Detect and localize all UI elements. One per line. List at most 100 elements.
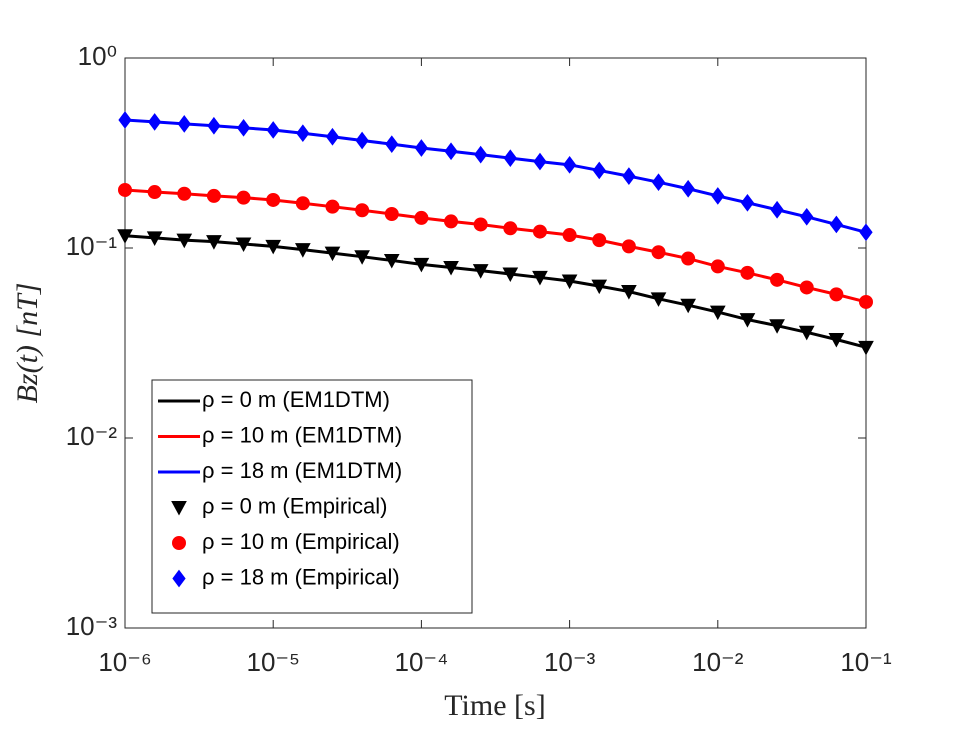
data-marker [829,287,844,302]
data-marker [473,217,488,232]
data-marker [799,280,814,295]
data-marker [118,182,132,197]
legend-label: ρ = 0 m (EM1DTM) [202,387,390,412]
data-marker [118,111,132,129]
data-marker [266,192,281,207]
legend-label: ρ = 18 m (EM1DTM) [202,458,402,483]
data-marker [176,233,193,249]
data-marker [800,207,814,226]
data-marker [680,298,697,314]
data-marker [651,173,666,192]
x-tick-label: 10⁻² [692,647,744,677]
data-marker [355,203,370,218]
data-marker [413,257,430,273]
data-marker [354,250,370,265]
data-marker [383,253,400,269]
data-marker [622,167,636,185]
data-marker [414,139,429,157]
data-marker [859,223,873,242]
data-marker [266,121,280,139]
data-marker [533,152,547,171]
data-marker [681,179,695,198]
data-marker [592,161,606,180]
legend-marker [172,536,186,550]
legend-marker [172,569,186,588]
data-marker [650,292,667,307]
data-marker [769,319,785,334]
legend-label: ρ = 0 m (Empirical) [202,493,388,518]
legend-label: ρ = 10 m (Empirical) [202,529,400,554]
data-marker [681,251,696,266]
data-marker [532,270,548,286]
data-marker [474,145,488,164]
data-marker [325,127,340,146]
data-marker [591,279,608,295]
data-marker [147,185,162,200]
data-marker [503,221,518,236]
y-axis-label: Bz(t) [nT] [11,283,44,404]
data-marker [325,199,340,214]
data-marker [770,200,784,219]
data-marker [858,340,874,356]
data-marker [829,215,843,234]
legend-marker [171,501,187,516]
data-marker [207,116,221,135]
data-marker [472,264,489,279]
data-marker [236,190,251,205]
data-marker [740,265,755,280]
data-marker [770,272,785,287]
y-tick-label: 10⁻² [66,421,118,451]
data-marker [177,186,192,201]
data-marker [206,188,221,203]
data-marker [740,193,755,212]
data-marker [621,239,636,254]
data-marker [324,246,341,262]
data-marker [828,332,845,348]
data-marker [444,142,458,161]
data-marker [384,206,399,221]
data-marker [562,228,577,243]
y-tick-label: 10⁰ [78,41,117,71]
data-marker [592,233,607,248]
data-marker [235,237,252,253]
legend-label: ρ = 10 m (EM1DTM) [202,422,402,447]
data-marker [711,187,725,205]
data-marker [148,113,162,131]
data-marker [443,260,459,276]
data-marker [562,155,577,174]
data-marker [296,124,310,143]
x-tick-label: 10⁻¹ [840,647,892,677]
data-marker [798,325,815,341]
data-marker [236,118,251,137]
data-marker [532,224,547,239]
data-marker [414,210,429,225]
data-marker [621,285,637,300]
data-marker [146,231,163,246]
y-tick-label: 10⁻¹ [66,231,118,261]
data-marker [117,229,133,244]
data-marker [710,259,725,274]
data-marker [709,305,726,321]
data-marker [295,196,310,211]
data-marker [503,149,517,168]
data-marker [859,294,873,309]
data-marker [355,131,369,150]
x-axis-label: Time [s] [444,689,545,722]
data-marker [444,214,459,229]
data-marker [265,239,282,255]
x-tick-label: 10⁻⁶ [98,647,151,677]
data-marker [651,245,666,260]
data-marker [295,243,311,258]
legend-label: ρ = 18 m (Empirical) [202,564,400,589]
data-marker [502,267,519,283]
x-tick-label: 10⁻⁴ [394,647,448,677]
legend-box [151,379,473,614]
y-tick-label: 10⁻³ [66,611,118,641]
data-marker [561,274,578,290]
data-marker [385,135,399,153]
data-marker [206,235,222,250]
x-tick-label: 10⁻⁵ [246,647,299,677]
data-marker [739,313,756,328]
data-marker [177,115,191,133]
